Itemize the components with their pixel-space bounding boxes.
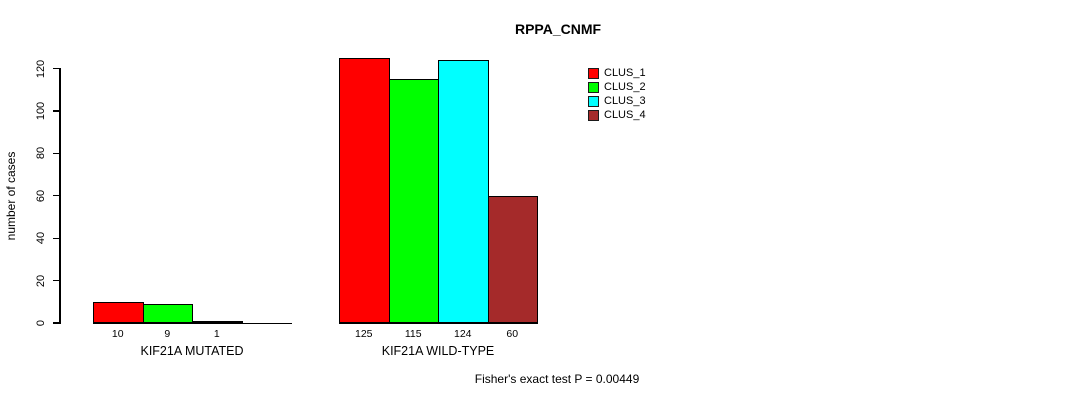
- bar: [142, 303, 193, 323]
- group-label: KIF21A WILD-TYPE: [381, 344, 495, 358]
- y-tick-label: 120: [35, 59, 47, 78]
- bar-value-label: 60: [506, 328, 519, 340]
- y-tick-label: 0: [35, 319, 47, 327]
- bar: [93, 301, 144, 323]
- y-tick-label: 40: [35, 232, 47, 245]
- chart-title: RPPA_CNMF: [514, 21, 602, 37]
- bar: [339, 58, 390, 323]
- legend-label: CLUS_2: [604, 81, 646, 93]
- bar: [487, 195, 538, 323]
- legend: CLUS_1 CLUS_2 CLUS_3 CLUS_4: [588, 66, 646, 122]
- legend-label: CLUS_1: [604, 67, 646, 79]
- y-tick: [53, 237, 59, 239]
- bar: [388, 79, 439, 323]
- legend-swatch: [588, 81, 599, 93]
- group-label: KIF21A MUTATED: [140, 344, 244, 358]
- y-tick-label: 80: [35, 147, 47, 160]
- legend-label: CLUS_4: [604, 109, 646, 121]
- y-axis-line: [59, 68, 61, 324]
- stats-annotation: Fisher's exact test P = 0.00449: [474, 372, 640, 386]
- x-baseline: [93, 322, 292, 324]
- bar-value-label: 10: [111, 328, 124, 340]
- bar-value-label: 125: [354, 328, 373, 340]
- y-tick: [53, 195, 59, 197]
- bar-value-label: 115: [404, 328, 422, 340]
- bar-value-label: 1: [213, 328, 220, 340]
- legend-swatch: [588, 95, 599, 107]
- x-baseline: [339, 322, 538, 324]
- y-tick: [53, 280, 59, 282]
- legend-item: CLUS_3: [588, 94, 646, 108]
- y-tick-label: 60: [35, 189, 47, 202]
- legend-item: CLUS_4: [588, 108, 646, 122]
- legend-item: CLUS_2: [588, 80, 646, 94]
- y-axis-label: number of cases: [4, 151, 18, 241]
- bar-value-label: 9: [164, 328, 171, 340]
- legend-swatch: [588, 67, 599, 79]
- legend-swatch: [588, 109, 599, 121]
- y-tick: [53, 152, 59, 155]
- y-tick-label: 20: [35, 274, 47, 287]
- y-tick: [53, 110, 59, 112]
- y-tick: [53, 68, 59, 70]
- bar-value-label: 124: [453, 328, 472, 340]
- bar: [438, 60, 489, 323]
- y-tick: [53, 322, 59, 324]
- legend-label: CLUS_3: [604, 95, 646, 107]
- legend-item: CLUS_1: [588, 66, 646, 80]
- y-tick-label: 100: [35, 101, 47, 121]
